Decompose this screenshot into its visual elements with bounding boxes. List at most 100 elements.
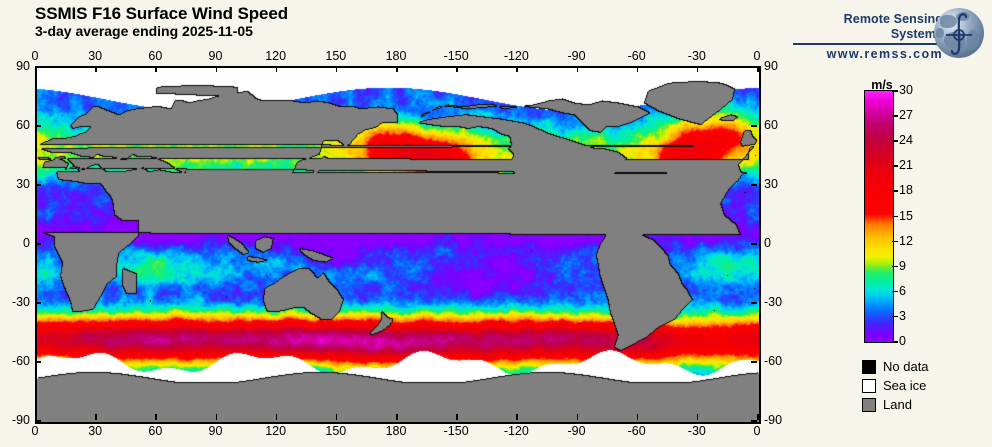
x-axis-tick — [35, 414, 37, 420]
y-axis-tick — [751, 420, 757, 422]
x-axis-label: -30 — [687, 49, 706, 63]
legend-label: No data — [883, 359, 929, 374]
x-axis-label: 150 — [325, 424, 347, 438]
x-axis-label: 60 — [148, 424, 163, 438]
x-axis-label: -60 — [627, 49, 646, 63]
y-axis-tick — [751, 302, 757, 304]
wind-speed-map[interactable] — [35, 66, 761, 424]
x-axis-tick — [456, 414, 458, 420]
x-axis-tick — [636, 66, 639, 72]
x-axis-label: 180 — [385, 424, 407, 438]
x-axis-label: -120 — [503, 424, 529, 438]
colorbar-tick-label: 3 — [899, 308, 906, 323]
y-axis-label: -30 — [764, 295, 783, 309]
x-axis-tick — [696, 414, 699, 420]
x-axis-label: 90 — [208, 424, 223, 438]
x-axis-tick — [396, 414, 398, 420]
colorbar-tick — [892, 190, 898, 192]
x-axis-tick — [576, 66, 579, 72]
x-axis-tick — [757, 414, 759, 420]
colorbar-tick-label: 21 — [899, 158, 913, 173]
x-axis-tick — [335, 414, 338, 420]
x-axis-label: 0 — [31, 49, 39, 63]
colorbar-tick — [892, 341, 898, 343]
x-axis-label: 30 — [88, 424, 103, 438]
y-axis-label: 30 — [764, 177, 778, 191]
x-axis-tick — [456, 66, 458, 72]
y-axis-tick — [35, 243, 41, 245]
colorbar-tick-label: 27 — [899, 108, 913, 123]
x-axis-tick — [215, 66, 218, 72]
colorbar-tick — [892, 90, 898, 92]
colorbar-tick — [892, 215, 898, 218]
x-axis-label: 0 — [753, 49, 761, 63]
y-axis-label: 90 — [764, 59, 778, 73]
title-block: SSMIS F16 Surface Wind Speed 3-day avera… — [35, 4, 288, 40]
y-axis-tick — [35, 302, 41, 304]
x-axis-label: -120 — [503, 49, 529, 63]
x-axis-label: -90 — [567, 49, 586, 63]
colorbar-tick — [892, 140, 898, 142]
remss-logo[interactable]: Remote Sensing Systems www.remss.com — [793, 8, 988, 61]
colorbar-tick-label: 9 — [899, 258, 906, 273]
x-axis-tick — [757, 66, 759, 72]
x-axis-label: -60 — [627, 424, 646, 438]
logo-website-url: www.remss.com — [826, 47, 943, 61]
x-axis-tick — [696, 66, 699, 72]
colorbar-tick-label: 15 — [899, 208, 913, 223]
legend-item: Land — [862, 396, 929, 414]
y-axis-label: -90 — [11, 413, 30, 427]
x-axis-label: -150 — [443, 424, 469, 438]
legend-item: Sea ice — [862, 377, 929, 395]
colorbar-tick — [892, 290, 898, 293]
colorbar-unit-label: m/s — [871, 78, 893, 92]
y-axis-tick — [35, 66, 41, 68]
legend-item: No data — [862, 358, 929, 376]
colorbar — [864, 90, 894, 343]
x-axis-tick — [215, 414, 218, 420]
x-axis-tick — [636, 414, 639, 420]
x-axis-tick — [95, 414, 97, 420]
page-subtitle: 3-day average ending 2025-11-05 — [35, 23, 253, 39]
x-axis-tick — [275, 414, 278, 420]
y-axis-tick — [35, 420, 41, 422]
colorbar-tick — [892, 165, 898, 167]
legend-label: Land — [883, 397, 912, 412]
x-axis-label: -30 — [687, 424, 706, 438]
page-title: SSMIS F16 Surface Wind Speed — [35, 4, 289, 23]
x-axis-label: 120 — [265, 424, 287, 438]
x-axis-tick — [335, 66, 338, 72]
y-axis-tick — [35, 184, 41, 186]
x-axis-label: 150 — [325, 49, 347, 63]
colorbar-tick-label: 18 — [899, 183, 913, 198]
colorbar-tick — [892, 315, 898, 318]
y-axis-label: -90 — [764, 413, 783, 427]
colorbar-tick-label: 6 — [899, 283, 906, 298]
y-axis-tick — [35, 361, 41, 363]
y-axis-label: 0 — [23, 236, 30, 250]
x-axis-tick — [95, 66, 97, 72]
x-axis-label: 120 — [265, 49, 287, 63]
x-axis-label: 30 — [88, 49, 103, 63]
y-axis-label: 90 — [16, 59, 30, 73]
x-axis-tick — [576, 414, 579, 420]
map-canvas[interactable] — [37, 68, 759, 422]
legend-swatch — [862, 379, 876, 393]
x-axis-tick — [155, 66, 157, 72]
x-axis-label: 60 — [148, 49, 163, 63]
colorbar-tick-label: 0 — [899, 334, 906, 348]
x-axis-label: 180 — [385, 49, 407, 63]
x-axis-tick — [516, 66, 518, 72]
integral-crosshair-icon — [946, 13, 972, 55]
logo-text-block: Remote Sensing Systems www.remss.com — [793, 12, 943, 62]
x-axis-label: 0 — [753, 424, 761, 438]
logo-company-name: Remote Sensing Systems — [843, 12, 943, 41]
colorbar-tick — [892, 240, 898, 243]
x-axis-tick — [275, 66, 278, 72]
logo-divider — [793, 43, 943, 45]
y-axis-tick — [751, 125, 757, 127]
y-axis-label: 60 — [16, 118, 30, 132]
colorbar-tick — [892, 265, 898, 268]
x-axis-label: -90 — [567, 424, 586, 438]
x-axis-tick — [155, 414, 157, 420]
